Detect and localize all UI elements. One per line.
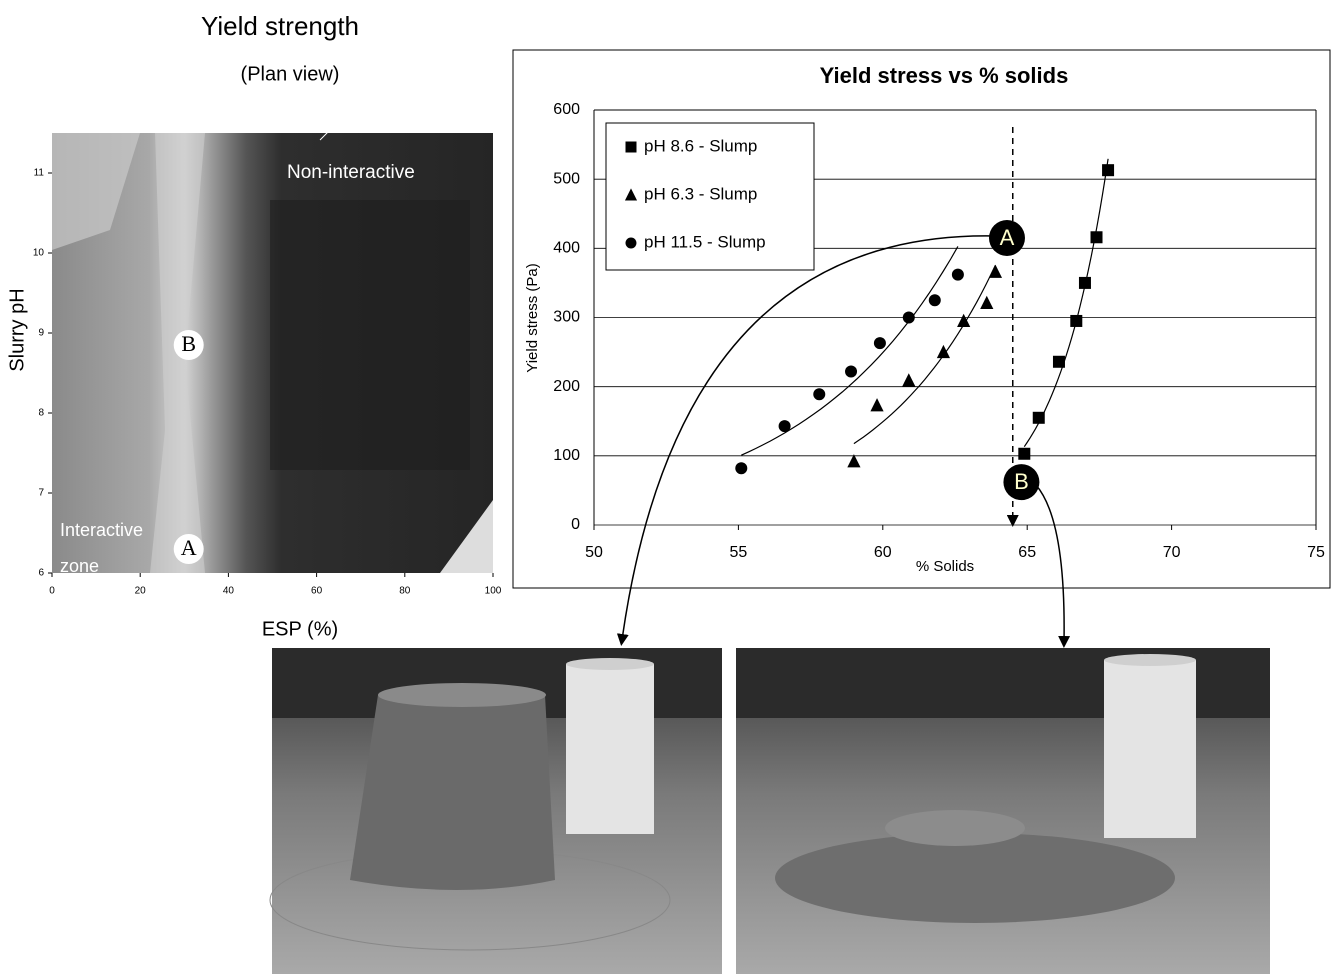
point-label: A: [181, 535, 197, 560]
callout-label: A: [1000, 225, 1015, 250]
y-tick-label: 600: [553, 101, 580, 118]
y-tick-label: 400: [553, 240, 580, 257]
x-tick-label: 65: [1018, 544, 1036, 561]
marker: [902, 373, 915, 386]
y-tick-label: 200: [553, 378, 580, 395]
x-tick-label: 70: [1163, 544, 1181, 561]
trendline: [1024, 159, 1108, 447]
point-label: B: [181, 331, 196, 356]
marker: [1091, 231, 1103, 243]
y-tick-label: 100: [553, 447, 580, 464]
marker: [929, 294, 941, 306]
marker: [952, 269, 964, 281]
trendline: [854, 265, 996, 443]
chart-title: Yield strength: [201, 11, 359, 41]
marker: [1018, 448, 1030, 460]
chart-subtitle: (Plan view): [241, 63, 340, 85]
marker: [845, 365, 857, 377]
y-tick-label: 11: [34, 168, 45, 179]
marker: [1033, 412, 1045, 424]
y-axis-label: Yield stress (Pa): [524, 263, 541, 372]
marker: [735, 462, 747, 474]
y-tick-label: 300: [553, 309, 580, 326]
marker: [1102, 164, 1114, 176]
marker: [980, 296, 993, 309]
x-tick-label: 20: [135, 586, 147, 597]
callout-label: B: [1014, 469, 1029, 494]
x-tick-label: 80: [399, 586, 411, 597]
marker: [779, 420, 791, 432]
marker: [989, 265, 1002, 278]
x-tick-label: 0: [49, 586, 55, 597]
y-axis-label: Slurry pH: [6, 288, 28, 371]
legend-entry: pH 11.5 - Slump: [644, 232, 766, 251]
arrow: [1036, 485, 1064, 642]
legend-entry: pH 6.3 - Slump: [644, 184, 757, 203]
x-tick-label: 60: [311, 586, 323, 597]
y-tick-label: 8: [38, 408, 44, 419]
x-tick-label: 100: [485, 586, 502, 597]
marker: [937, 345, 950, 358]
trendline: [741, 246, 958, 455]
annotation: Interactive zone: [60, 512, 170, 584]
legend-entry: pH 8.6 - Slump: [644, 136, 757, 155]
marker: [626, 142, 637, 153]
chart-title: Yield stress vs % solids: [820, 63, 1069, 88]
x-tick-label: 60: [874, 544, 892, 561]
y-tick-label: 500: [553, 170, 580, 187]
marker: [626, 238, 637, 249]
marker: [813, 388, 825, 400]
x-tick-label: 55: [730, 544, 748, 561]
marker: [903, 312, 915, 324]
marker: [1079, 277, 1091, 289]
x-axis-label: ESP (%): [262, 618, 338, 640]
y-tick-label: 9: [38, 328, 44, 339]
marker: [874, 337, 886, 349]
photo-b: [736, 648, 1270, 974]
x-tick-label: 50: [585, 544, 603, 561]
x-axis-label: % Solids: [916, 558, 974, 575]
marker: [1070, 315, 1082, 327]
annotation: Non-interactive: [287, 162, 415, 183]
y-tick-label: 0: [571, 516, 580, 533]
y-tick-label: 7: [38, 488, 44, 499]
marker: [870, 398, 883, 411]
marker: [957, 314, 970, 327]
contour-band: [270, 200, 470, 470]
figure: Yield strength (Plan view) ESP (%) Slurry p…: [0, 0, 1336, 974]
photo-a: [270, 648, 722, 974]
page: Yield strength (Plan view) ESP (%) Slurry p…: [0, 0, 1336, 974]
marker: [1053, 356, 1065, 368]
x-tick-label: 75: [1307, 544, 1325, 561]
y-tick-label: 6: [38, 568, 44, 579]
y-tick-label: 10: [33, 248, 45, 259]
x-tick-label: 40: [223, 586, 235, 597]
